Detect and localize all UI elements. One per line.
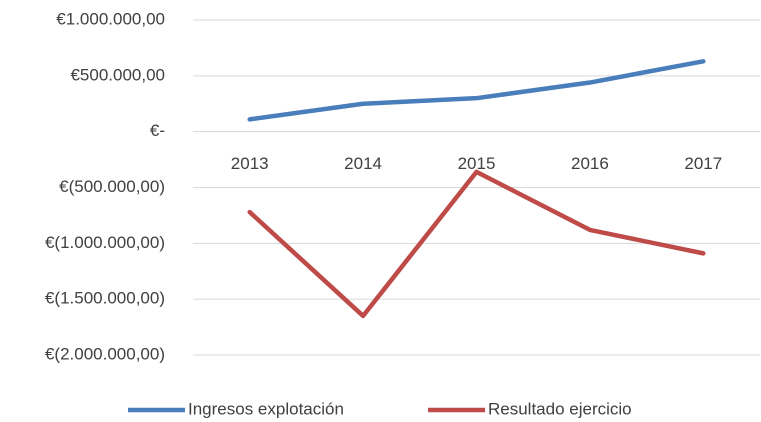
series-line: [247, 59, 706, 122]
y-tick-label: €(1.000.000,00): [45, 233, 165, 252]
x-tick-label: 2015: [458, 154, 496, 173]
y-tick-label: €(1.500.000,00): [45, 289, 165, 308]
y-tick-label: €-: [150, 121, 165, 140]
legend-label: Ingresos explotación: [188, 399, 344, 418]
y-tick-label: €(500.000,00): [59, 177, 165, 196]
x-tick-label: 2014: [344, 154, 382, 173]
y-tick-label: €500.000,00: [70, 65, 165, 84]
y-tick-label: €1.000.000,00: [56, 9, 165, 28]
x-tick-label: 2013: [231, 154, 269, 173]
series-line: [247, 169, 706, 319]
x-tick-label: 2016: [571, 154, 609, 173]
y-tick-label: €(2.000.000,00): [45, 344, 165, 363]
legend-label: Resultado ejercicio: [488, 399, 632, 418]
x-tick-label: 2017: [684, 154, 722, 173]
